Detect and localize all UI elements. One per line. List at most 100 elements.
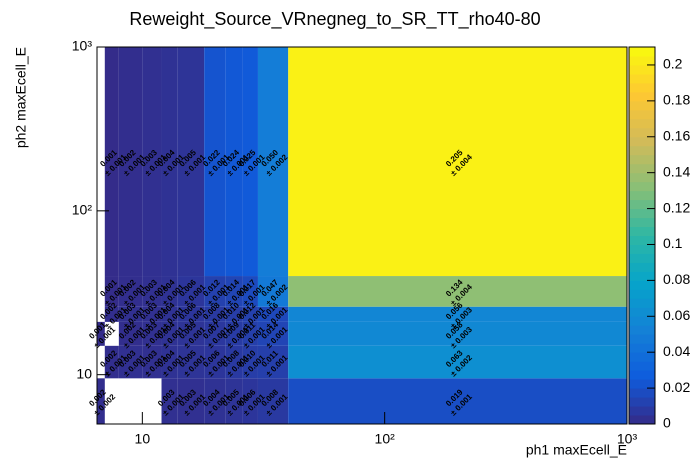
colorbar-band [629, 154, 655, 165]
heatmap-cell [257, 276, 289, 307]
heatmap-cell [242, 306, 258, 322]
heatmap-cell [204, 276, 226, 307]
colorbar-band [629, 91, 655, 102]
heatmap-cell [161, 306, 178, 322]
heatmap-cell [142, 321, 162, 346]
y-tick-label: 10² [72, 202, 93, 218]
heatmap-cell [257, 306, 289, 322]
heatmap-cell [104, 345, 119, 379]
colorbar-band [629, 397, 655, 407]
colorbar-band [629, 47, 655, 57]
heatmap-cell [225, 321, 243, 346]
heatmap-cell [118, 276, 143, 307]
heatmap-cell [225, 47, 243, 277]
heatmap-cell [288, 321, 627, 346]
colorbar-band [629, 217, 655, 228]
heatmap-cell [104, 306, 119, 322]
colorbar-tick-label: 0.12 [663, 199, 690, 215]
heatmap-cell [177, 47, 205, 277]
colorbar-band [629, 415, 655, 425]
colorbar-band [629, 379, 655, 389]
heatmap-cell [204, 321, 226, 346]
colorbar-band [629, 181, 655, 192]
colorbar-band [629, 406, 655, 416]
colorbar-band [629, 163, 655, 174]
heatmap-cell [118, 345, 143, 379]
heatmap-cell [288, 276, 627, 307]
colorbar-tick-label: 0.18 [663, 92, 690, 108]
heatmap-cell [104, 47, 119, 277]
colorbar-tick-label: 0.02 [663, 379, 690, 395]
colorbar-band [629, 208, 655, 219]
colorbar-band [629, 370, 655, 380]
colorbar-tick-label: 0.08 [663, 271, 690, 287]
colorbar-band [629, 55, 655, 66]
heatmap-cell [177, 306, 205, 322]
heatmap-cell [161, 345, 178, 379]
heatmap-cell [225, 276, 243, 307]
heatmap-cell [161, 276, 178, 307]
x-axis-title: ph1 maxEcell_E [526, 442, 627, 458]
colorbar-band [629, 190, 655, 201]
colorbar-band [629, 316, 655, 326]
colorbar-band [629, 172, 655, 183]
colorbar-band [629, 262, 655, 272]
heatmap-cell [97, 321, 105, 346]
colorbar-tick-label: 0.04 [663, 343, 690, 359]
heatmap-cell [177, 345, 205, 379]
heatmap-cell [204, 378, 226, 424]
colorbar-tick-label: 0 [663, 415, 671, 431]
heatmap-cell [257, 47, 289, 277]
colorbar-band [629, 100, 655, 111]
x-tick-label: 10² [375, 431, 396, 447]
colorbar-band [629, 334, 655, 344]
colorbar-band [629, 82, 655, 93]
heatmap-cell [242, 276, 258, 307]
heatmap-cell [118, 321, 143, 346]
heatmap-cell [242, 345, 258, 379]
heatmap-cell [257, 345, 289, 379]
heatmap-cell [288, 378, 627, 424]
colorbar-band [629, 73, 655, 84]
heatmap-cell [142, 306, 162, 322]
heatmap-cell [225, 345, 243, 379]
heatmap-cell [142, 345, 162, 379]
colorbar-tick-label: 0.16 [663, 127, 690, 143]
heatmap-cell [242, 321, 258, 346]
colorbar-tick-label: 0.06 [663, 307, 690, 323]
heatmap-cell [142, 47, 162, 277]
heatmap-cell [177, 321, 205, 346]
heatmap-cell [97, 378, 105, 424]
y-tick-label: 10³ [72, 38, 93, 54]
chart-title: Reweight_Source_VRnegneg_to_SR_TT_rho40-… [129, 9, 540, 30]
heatmap-cell [204, 47, 226, 277]
heatmap-cell [242, 47, 258, 277]
colorbar-band [629, 199, 655, 210]
heatmap-cell [204, 345, 226, 379]
colorbar-band [629, 343, 655, 353]
colorbar-tick-label: 0.1 [663, 235, 683, 251]
heatmap-cell [257, 321, 289, 346]
heatmap-cell [225, 306, 243, 322]
heatmap-cell [142, 276, 162, 307]
y-tick-label: 10 [76, 365, 92, 381]
colorbar-frame [628, 46, 656, 425]
colorbar-band [629, 109, 655, 120]
heatmap-cell [242, 378, 258, 424]
colorbar-band [629, 298, 655, 308]
colorbar-tick-label: 0.2 [663, 56, 683, 72]
heatmap-cell [118, 47, 143, 277]
colorbar-band [629, 145, 655, 156]
heatmap-cell [257, 378, 289, 424]
heatmap-cell [288, 345, 627, 379]
colorbar-band [629, 235, 655, 245]
colorbar-band [629, 244, 655, 254]
heatmap-cell [177, 276, 205, 307]
colorbar-band [629, 136, 655, 147]
colorbar-band [629, 361, 655, 371]
heatmap-cell [204, 306, 226, 322]
colorbar-band [629, 118, 655, 129]
colorbar-band [629, 64, 655, 75]
heatmap-cell [225, 378, 243, 424]
plot-frame [96, 46, 628, 425]
